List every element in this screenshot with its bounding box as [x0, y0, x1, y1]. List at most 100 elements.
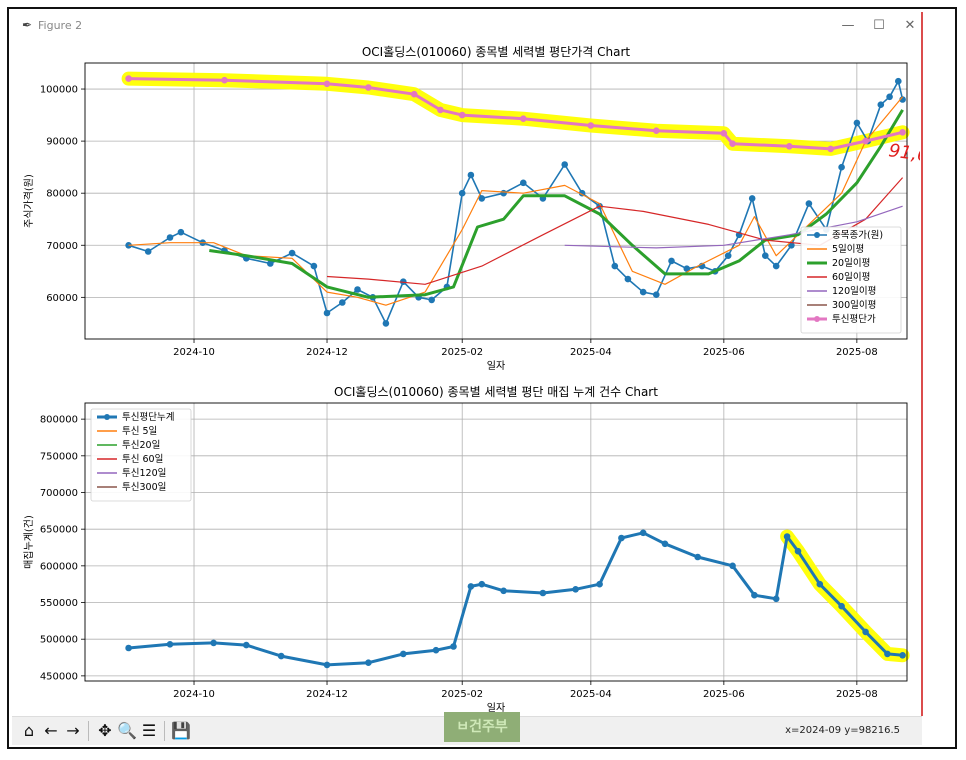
feather-icon: ✒	[22, 18, 33, 32]
data-point	[762, 252, 769, 259]
forward-arrow-icon[interactable]: →	[66, 721, 80, 740]
watermark-logo: ㅂ건주부	[444, 712, 520, 742]
legend-label: 300일이평	[832, 300, 876, 311]
data-point	[125, 242, 132, 249]
data-point	[724, 252, 732, 259]
data-point	[748, 195, 756, 202]
plot-frame	[84, 62, 908, 340]
data-point	[720, 130, 728, 137]
back-arrow-icon[interactable]: ←	[44, 721, 58, 740]
legend-label: 투신 5일	[122, 426, 157, 437]
x-tick-label: 2025-08	[836, 347, 878, 358]
data-point	[520, 179, 527, 187]
x-tick-label: 2024-10	[173, 347, 215, 358]
data-point	[478, 195, 486, 202]
data-point	[500, 189, 507, 197]
y-tick-label: 100000	[40, 85, 78, 96]
home-icon[interactable]: ⌂	[23, 721, 35, 740]
zoom-icon[interactable]: 🔍	[117, 721, 137, 740]
data-point	[884, 650, 891, 658]
data-point	[125, 75, 132, 82]
toolbar-separator	[164, 721, 165, 741]
data-point	[862, 628, 869, 636]
legend-box	[800, 226, 902, 334]
save-icon[interactable]: 💾	[171, 721, 191, 740]
data-point	[611, 262, 619, 270]
handwritten-note: 91,602	[887, 140, 920, 170]
data-point	[783, 533, 791, 540]
data-point	[432, 646, 440, 654]
legend-label: 투신120일	[122, 468, 166, 479]
data-point	[437, 106, 444, 114]
data-point	[500, 587, 507, 595]
maximize-button[interactable]: ☐	[873, 18, 885, 33]
data-point	[816, 580, 824, 588]
y-tick-label: 70000	[46, 241, 78, 252]
data-point	[210, 639, 217, 647]
data-point	[683, 265, 691, 272]
data-point	[794, 547, 802, 555]
data-point	[653, 291, 660, 298]
data-point	[323, 661, 331, 669]
data-point	[899, 652, 906, 659]
y-tick-label: 90000	[46, 137, 78, 148]
data-point	[668, 257, 675, 265]
data-point	[520, 115, 527, 122]
y-tick-label: 750000	[40, 451, 78, 462]
data-point	[772, 595, 780, 603]
legend-label: 60일이평	[832, 272, 870, 283]
data-point	[788, 242, 795, 249]
legend-label: 투신평단가	[832, 314, 876, 325]
data-point	[382, 320, 390, 327]
legend-label: 120일이평	[832, 286, 876, 297]
data-point	[125, 644, 132, 652]
y-tick-label: 550000	[40, 598, 78, 609]
minimize-button[interactable]: —	[841, 18, 855, 33]
legend-label: 종목종가(원)	[832, 230, 883, 241]
data-point	[323, 309, 331, 317]
cursor-coordinates: x=2024-09 y=98216.5	[785, 725, 900, 736]
data-point	[400, 650, 407, 658]
yellow-highlight-stroke	[780, 529, 910, 663]
x-tick-label: 2024-12	[306, 689, 348, 700]
x-tick-label: 2025-04	[570, 347, 612, 358]
red-annotation-line	[921, 12, 923, 716]
series-line	[209, 109, 904, 299]
data-point	[729, 140, 736, 147]
configure-subplots-icon[interactable]: ☰	[141, 721, 157, 740]
data-point	[661, 540, 669, 548]
legend-label: 5일이평	[832, 244, 864, 255]
legend-label: 투신20일	[122, 440, 160, 451]
data-point	[827, 145, 834, 153]
data-point	[653, 127, 660, 134]
y-tick-label: 700000	[40, 488, 78, 499]
data-point	[365, 659, 372, 666]
data-point	[467, 171, 475, 179]
data-point	[877, 101, 885, 108]
y-tick-label: 500000	[40, 635, 78, 646]
data-point	[729, 562, 736, 570]
x-axis-label: 일자	[487, 702, 505, 714]
series-line	[128, 96, 904, 306]
data-point	[838, 602, 845, 610]
data-point	[221, 76, 228, 84]
data-point	[478, 580, 486, 588]
legend-label: 투신300일	[122, 482, 166, 493]
data-point	[572, 586, 579, 593]
pan-icon[interactable]: ✥	[98, 721, 112, 740]
data-point	[618, 534, 625, 542]
y-axis-label: 주식가격(원)	[22, 174, 35, 228]
legend-marker	[814, 232, 820, 238]
background-table-fragment	[14, 742, 914, 750]
close-button[interactable]: ✕	[904, 18, 916, 33]
x-axis-label: 일자	[487, 360, 505, 372]
data-point	[751, 591, 758, 599]
data-point	[805, 200, 813, 207]
data-point	[772, 262, 780, 270]
figure-canvas[interactable]: 2024-10 2024-12 2025-02 2025-04 2025-06 2025-…	[12, 40, 953, 716]
x-tick-label: 2025-02	[441, 347, 483, 358]
chart-0: 2024-10 2024-12 2025-02 2025-04 2025-06 2025-…	[22, 45, 910, 372]
data-point	[639, 288, 647, 296]
data-point	[365, 84, 372, 91]
chart-title: OCI홀딩스(010060) 종목별 세력별 평단 매집 누계 건수 Chart	[334, 385, 658, 399]
